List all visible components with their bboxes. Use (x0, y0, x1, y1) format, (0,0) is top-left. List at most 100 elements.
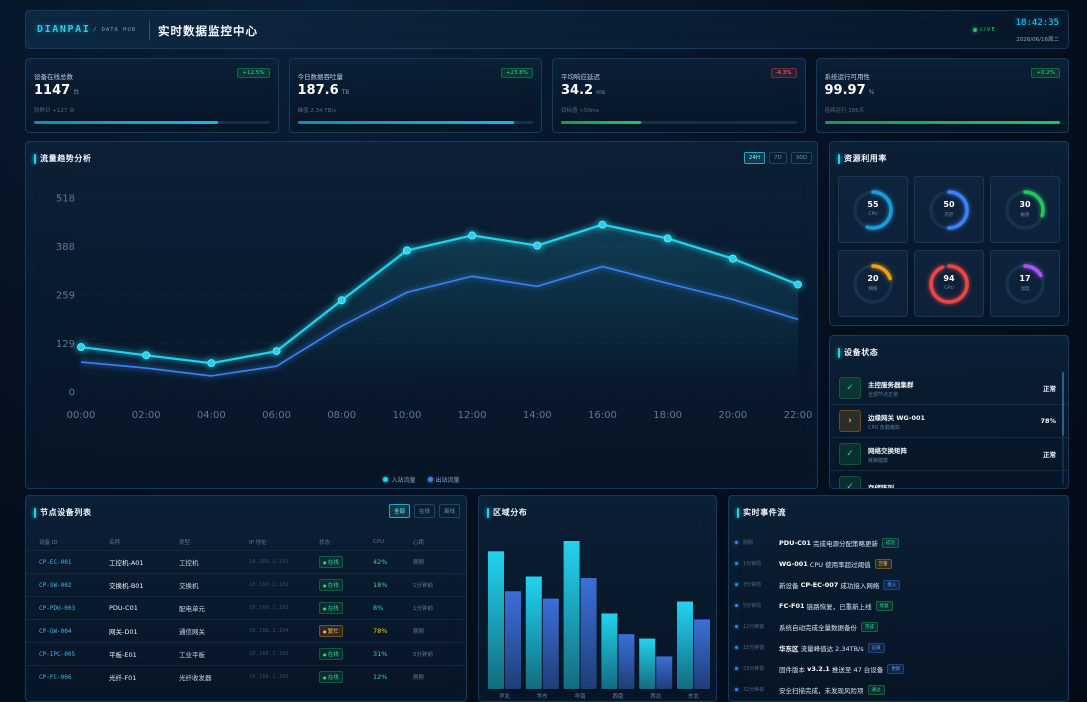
filter-tab[interactable]: 离线 (438, 504, 460, 518)
region-bar (580, 578, 597, 689)
inbound-data-point (207, 359, 216, 368)
region-bar-cap (694, 619, 710, 621)
event-badge: 成功 (882, 537, 900, 548)
cell-device-id: CP-PDU-003 (39, 604, 76, 612)
device-status-item[interactable]: ✓ 网络交换矩阵 链路健康 正常 (830, 438, 1068, 471)
region-bar (694, 619, 710, 689)
device-status-list[interactable]: ✓ 主控服务器集群 全部节点正常 正常 › 边缘网关 WG-001 CPU 负载偏高 78% ✓… (830, 372, 1068, 488)
kpi-card: 设备在线总数 +12.5% 1147 台较昨日 +127 台 (25, 58, 279, 133)
scrollbar-thumb[interactable] (1062, 372, 1064, 436)
node-device-table-panel: 节点设备列表 全部 在线 离线 设备 ID 名称 类型 IP 地址 状态 CPU 心跳 CP-EC… (25, 495, 467, 702)
y-tick-label: 518 (56, 194, 75, 205)
gauge-label: CPU (868, 212, 878, 217)
event-item[interactable]: 1分钟前 WG-001 CPU 使用率超过阈值 告警 (729, 553, 1068, 574)
cell-name: 光纤-F01 (109, 674, 137, 682)
table-row[interactable]: CP-GW-004 网关-D01 通信网关 10.168.1.104 繁忙 78% 刚刚 (26, 619, 466, 642)
y-tick-label: 388 (56, 242, 75, 253)
legend-label: 出站流量 (435, 477, 460, 484)
tab-30d[interactable]: 30D (790, 152, 812, 164)
column-header: CPU (373, 539, 385, 545)
device-status-text: 主控服务器集群 全部节点正常 (868, 379, 914, 398)
kpi-subtext: 目标值 <50ms (561, 108, 600, 114)
traffic-line-chart: 518 388 259 129 0 00:00 02:00 04:00 06:00 08:00 10… (56, 194, 813, 422)
event-list: 刚刚 PDU-C01 完成电源分配策略更新 成功 1分钟前 WG-001 CPU 使用率… (729, 532, 1068, 700)
event-time: 12分钟前 (743, 624, 765, 630)
tab-24h[interactable]: 24H (743, 152, 766, 164)
region-bar (656, 656, 673, 689)
event-item[interactable]: 12分钟前 系统自动完成全量数据备份 完成 (729, 616, 1068, 637)
status-badge: 在线 (319, 556, 343, 568)
event-item[interactable]: 3分钟前 新设备 CP-EC-007 成功接入网络 接入 (729, 574, 1068, 595)
event-time: 5分钟前 (743, 603, 762, 609)
x-tick-label: 18:00 (653, 410, 682, 421)
inbound-data-point (77, 343, 85, 351)
legend-item[interactable]: 出站流量 (427, 475, 460, 484)
cell-name: 平板-E01 (109, 651, 137, 659)
device-status-value: 正常 (1043, 385, 1056, 393)
gauge-网络: 20 网络 (838, 250, 908, 317)
kpi-change-badge: +12.5% (237, 68, 270, 78)
event-dot-icon (735, 688, 738, 691)
device-status-item[interactable]: ✓ 存储阵列 (830, 471, 1068, 488)
resource-usage-panel: 资源利用率 55 CPU 50 内存 30 磁盘 20 网络 94 GPU 17 温度 (829, 141, 1069, 326)
tab-7d[interactable]: 7D (769, 152, 787, 164)
gauge-ring (1005, 264, 1045, 304)
event-item[interactable]: 5分钟前 FC-F01 链路恢复，已重新上线 恢复 (729, 595, 1068, 616)
table-row[interactable]: CP-IPC-005 平板-E01 工业平板 10.168.1.105 在线 31% 5分钟… (26, 642, 466, 665)
device-status-item[interactable]: › 边缘网关 WG-001 CPU 负载偏高 78% (830, 405, 1068, 438)
device-status-name: 边缘网关 WG-001 (868, 413, 926, 422)
page-title: 实时数据监控中心 (158, 24, 258, 38)
region-bar-cap (525, 576, 542, 579)
region-category-label: 华北 (499, 692, 511, 700)
event-dot-icon (735, 667, 738, 670)
device-table: 设备 ID 名称 类型 IP 地址 状态 CPU 心跳 CP-EC-001 工控机-A01 工控机… (26, 534, 466, 688)
event-item[interactable]: 刚刚 PDU-C01 完成电源分配策略更新 成功 (729, 532, 1068, 553)
cell-cpu: 31% (373, 650, 388, 658)
region-bar-cap (580, 578, 597, 580)
x-tick-label: 06:00 (262, 410, 291, 421)
gauge-value: 55 (867, 200, 879, 209)
event-badge: 接入 (883, 579, 901, 590)
cell-type: 工控机 (179, 559, 199, 567)
event-item[interactable]: 23分钟前 固件版本 v3.2.1 推送至 47 台设备 更新 (729, 658, 1068, 679)
table-row[interactable]: CP-FC-006 光纤-F01 光纤收发器 10.168.1.106 在线 12% 刚刚 (26, 665, 466, 688)
event-time: 32分钟前 (743, 687, 765, 693)
kpi-label: 今日数据吞吐量 (297, 73, 344, 81)
status-badge: 在线 (319, 602, 343, 614)
region-bar-cap (656, 656, 673, 658)
gauge-arc (929, 190, 969, 230)
filter-tab[interactable]: 在线 (413, 504, 435, 518)
table-row[interactable]: CP-PDU-003 PDU-C01 配电单元 10.168.1.103 在线 8% 1分钟… (26, 596, 466, 619)
table-row[interactable]: CP-EC-001 工控机-A01 工控机 10.168.1.101 在线 42% 刚刚 (26, 550, 466, 573)
traffic-trend-panel: 流量趋势分析 24H 7D 30D 518 388 259 129 0 00:00 02:00 0… (25, 141, 818, 489)
resource-title: 资源利用率 (838, 154, 887, 164)
x-tick-label: 08:00 (327, 410, 356, 421)
device-status-title: 设备状态 (838, 348, 878, 358)
legend-item[interactable]: 入站流量 (383, 475, 416, 484)
x-tick-label: 12:00 (458, 410, 487, 421)
cell-heartbeat: 1分钟前 (413, 606, 433, 612)
outbound-series-line (80, 265, 799, 377)
event-item[interactable]: 15分钟前 华东区 流量峰值达 2.34TB/s 记录 (729, 637, 1068, 658)
gauge-value: 94 (943, 274, 955, 283)
region-bar-cap (488, 551, 504, 553)
device-status-scrollbar[interactable] (1062, 372, 1064, 484)
cell-device-id: CP-IPC-005 (39, 650, 76, 658)
filter-tab[interactable]: 全部 (388, 504, 410, 518)
cell-device-id: CP-SW-002 (39, 581, 72, 589)
inbound-data-point (728, 254, 737, 263)
inbound-data-point (403, 246, 411, 255)
region-category-label: 华东 (537, 692, 549, 700)
device-status-name: 网络交换矩阵 (868, 446, 907, 455)
check-icon: ✓ (839, 443, 861, 465)
table-row[interactable]: CP-SW-002 交换机-B01 交换机 10.168.1.102 在线 18% 1分钟前 (26, 573, 466, 596)
event-badge: 恢复 (875, 600, 893, 611)
x-tick-label: 02:00 (132, 410, 161, 421)
cell-type: 配电单元 (179, 605, 205, 613)
cell-device-id: CP-EC-001 (39, 558, 72, 566)
event-item[interactable]: 32分钟前 安全扫描完成，未发现风险项 通过 (729, 679, 1068, 700)
kpi-card: 系统运行可用性 +0.2% 99.97% 连续运行 186天 (815, 58, 1069, 133)
region-bar-cap (601, 613, 618, 616)
device-status-item[interactable]: ✓ 主控服务器集群 全部节点正常 正常 (830, 372, 1068, 405)
event-highlight: 华东区 (779, 644, 799, 653)
